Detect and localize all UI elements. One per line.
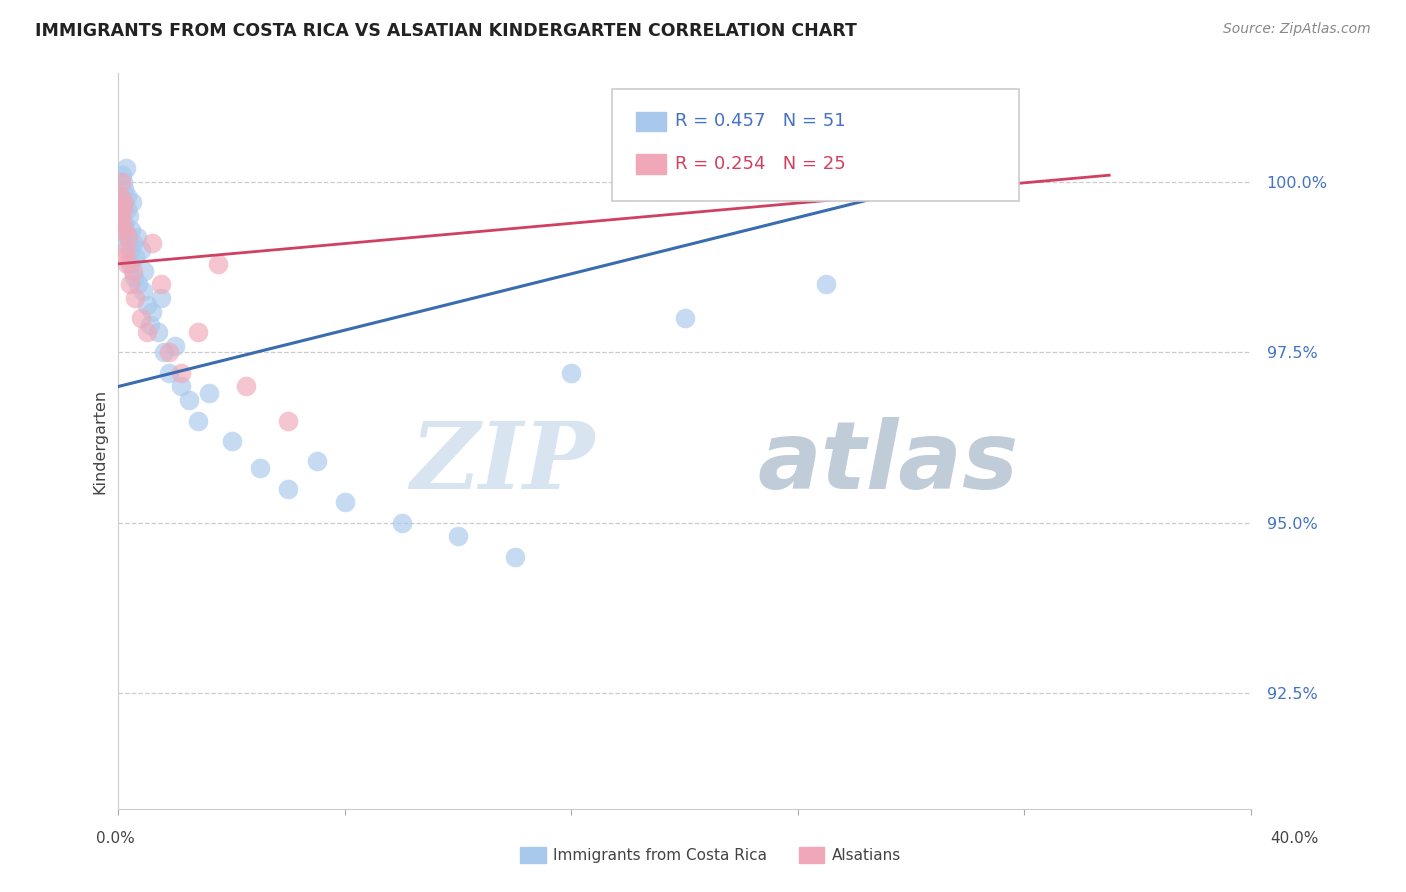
- Point: [108, 188, 131, 202]
- Point: [138, 318, 160, 333]
- Point: [127, 277, 149, 292]
- Text: IMMIGRANTS FROM COSTA RICA VS ALSATIAN KINDERGARTEN CORRELATION CHART: IMMIGRANTS FROM COSTA RICA VS ALSATIAN K…: [35, 22, 858, 40]
- Point: [157, 366, 180, 380]
- Point: [170, 379, 193, 393]
- Point: [120, 257, 142, 271]
- Point: [118, 209, 141, 223]
- Point: [115, 202, 138, 217]
- Text: Immigrants from Costa Rica: Immigrants from Costa Rica: [553, 848, 766, 863]
- Text: Alsatians: Alsatians: [832, 848, 901, 863]
- Point: [165, 338, 187, 352]
- Point: [333, 495, 356, 509]
- Point: [956, 175, 979, 189]
- Point: [121, 195, 143, 210]
- Point: [149, 291, 172, 305]
- Point: [110, 188, 132, 202]
- Point: [146, 325, 169, 339]
- Point: [673, 311, 696, 326]
- Point: [112, 223, 135, 237]
- Point: [117, 188, 139, 202]
- Text: Source: ZipAtlas.com: Source: ZipAtlas.com: [1223, 22, 1371, 37]
- Point: [207, 257, 229, 271]
- Text: atlas: atlas: [758, 417, 1019, 509]
- Point: [120, 223, 142, 237]
- Point: [122, 270, 145, 285]
- Text: R = 0.254   N = 25: R = 0.254 N = 25: [675, 155, 845, 173]
- Point: [110, 209, 132, 223]
- Point: [131, 284, 153, 298]
- Point: [149, 277, 172, 292]
- Point: [391, 516, 413, 530]
- Point: [111, 216, 134, 230]
- Point: [111, 202, 134, 217]
- Point: [114, 243, 136, 257]
- Point: [117, 229, 139, 244]
- Point: [118, 277, 141, 292]
- Point: [179, 393, 201, 408]
- Point: [111, 175, 134, 189]
- Text: 0.0%: 0.0%: [96, 831, 135, 847]
- Point: [121, 236, 143, 251]
- Point: [141, 304, 163, 318]
- Point: [305, 454, 328, 468]
- Point: [129, 311, 152, 326]
- Point: [110, 175, 132, 189]
- Point: [141, 236, 163, 251]
- Y-axis label: Kindergarten: Kindergarten: [93, 388, 107, 493]
- Point: [111, 168, 134, 182]
- Point: [110, 209, 132, 223]
- Point: [235, 379, 257, 393]
- Point: [135, 298, 157, 312]
- Point: [249, 461, 271, 475]
- Point: [112, 216, 135, 230]
- Point: [560, 366, 582, 380]
- Point: [115, 236, 138, 251]
- Point: [118, 243, 141, 257]
- Point: [132, 263, 155, 277]
- Point: [277, 413, 299, 427]
- Text: 40.0%: 40.0%: [1271, 831, 1319, 847]
- Point: [129, 243, 152, 257]
- Point: [108, 202, 131, 217]
- Text: ZIP: ZIP: [409, 418, 593, 508]
- Point: [112, 195, 135, 210]
- Point: [125, 229, 148, 244]
- Point: [815, 277, 838, 292]
- Point: [112, 182, 135, 196]
- Point: [121, 263, 143, 277]
- Point: [124, 250, 146, 264]
- Point: [157, 345, 180, 359]
- Point: [187, 413, 209, 427]
- Point: [152, 345, 174, 359]
- Point: [187, 325, 209, 339]
- Point: [114, 223, 136, 237]
- Point: [277, 482, 299, 496]
- Point: [198, 386, 221, 401]
- Point: [117, 229, 139, 244]
- Point: [447, 529, 470, 543]
- Point: [114, 250, 136, 264]
- Point: [115, 257, 138, 271]
- Point: [221, 434, 243, 448]
- Point: [135, 325, 157, 339]
- Point: [956, 161, 979, 176]
- Point: [111, 195, 134, 210]
- Point: [114, 161, 136, 176]
- Point: [124, 291, 146, 305]
- Text: R = 0.457   N = 51: R = 0.457 N = 51: [675, 112, 845, 130]
- Point: [170, 366, 193, 380]
- Point: [503, 549, 526, 564]
